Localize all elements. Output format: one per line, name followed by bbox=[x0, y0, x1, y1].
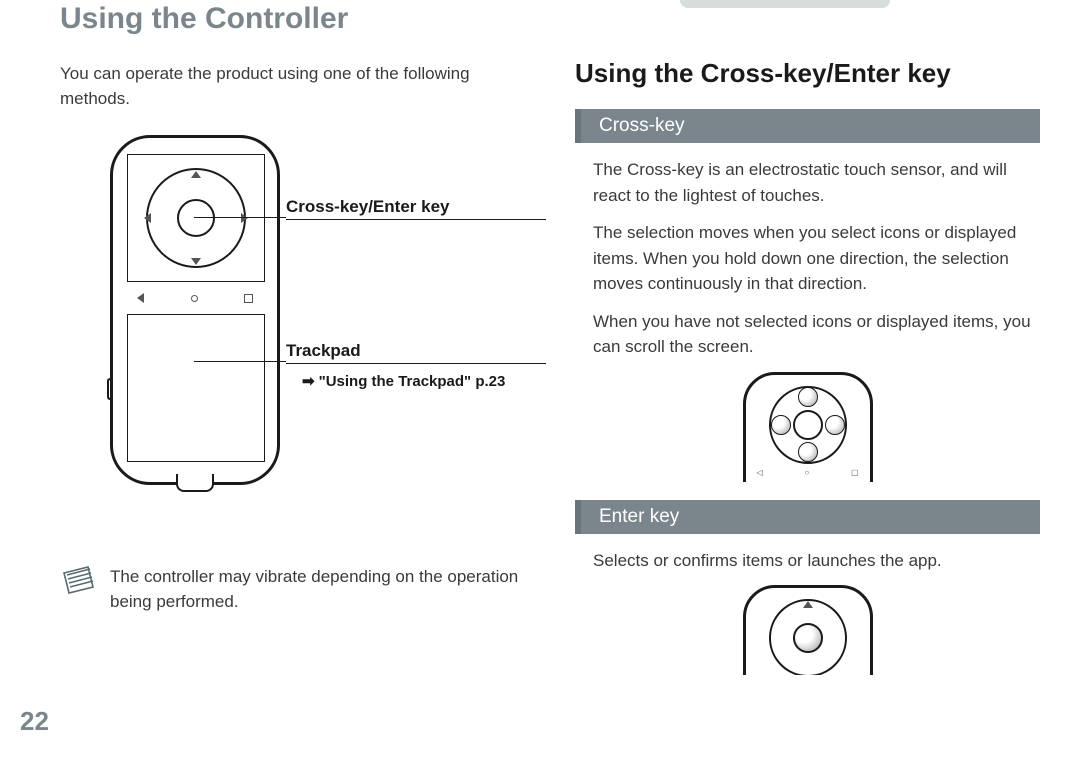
callout-crosskey-leader bbox=[194, 217, 286, 218]
crosskey-mini-illustration: ◁ ○ ▢ bbox=[743, 372, 873, 482]
callout-trackpad-leader bbox=[194, 361, 286, 362]
enterkey-body: Selects or confirms items or launches th… bbox=[575, 548, 1040, 574]
section-title: Using the Cross-key/Enter key bbox=[575, 58, 1040, 89]
page-content: Using the Controller You can operate the… bbox=[0, 0, 1080, 693]
callout-trackpad-label: Trackpad bbox=[286, 341, 546, 364]
callout-crosskey: Cross-key/Enter key bbox=[286, 197, 546, 220]
mini2-enter-button-highlight bbox=[793, 623, 823, 653]
enter-button-icon bbox=[177, 199, 215, 237]
note-icon bbox=[60, 565, 98, 597]
callout-crosskey-label: Cross-key/Enter key bbox=[286, 197, 546, 220]
dpad-down-icon bbox=[191, 258, 201, 265]
left-column: Using the Controller You can operate the… bbox=[60, 0, 525, 693]
mini-dpad-right-highlight bbox=[825, 415, 845, 435]
enterkey-p1: Selects or confirms items or launches th… bbox=[593, 548, 1036, 574]
crosskey-body: The Cross-key is an electrostatic touch … bbox=[575, 157, 1040, 360]
trackpad-highlight-box bbox=[127, 314, 265, 462]
mini-dpad-left-highlight bbox=[771, 415, 791, 435]
controller-outline bbox=[110, 135, 280, 485]
mini-dpad-up-highlight bbox=[798, 387, 818, 407]
crosskey-heading-bar: Cross-key bbox=[575, 109, 1040, 143]
mini-home-icon: ○ bbox=[804, 468, 809, 477]
right-column: Using the Cross-key/Enter key Cross-key … bbox=[575, 0, 1040, 693]
crosskey-highlight-box bbox=[127, 154, 265, 282]
enterkey-heading-bar: Enter key bbox=[575, 500, 1040, 534]
mini-mid-buttons: ◁ ○ ▢ bbox=[757, 468, 859, 477]
dpad-up-icon bbox=[191, 171, 201, 178]
mini-back-icon: ◁ bbox=[757, 468, 763, 477]
callout-trackpad-ref: ➡"Using the Trackpad" p.23 bbox=[286, 372, 546, 390]
crosskey-p1: The Cross-key is an electrostatic touch … bbox=[593, 157, 1036, 208]
note-text: The controller may vibrate depending on … bbox=[110, 565, 525, 614]
mini2-dpad-up-icon bbox=[803, 601, 813, 608]
callout-trackpad: Trackpad ➡"Using the Trackpad" p.23 bbox=[286, 341, 546, 390]
mini-menu-icon: ▢ bbox=[851, 468, 859, 477]
dpad-right-icon bbox=[241, 213, 248, 223]
crosskey-p3: When you have not selected icons or disp… bbox=[593, 309, 1036, 360]
back-button-icon bbox=[137, 293, 144, 303]
controller-mid-buttons bbox=[125, 288, 265, 308]
dpad-left-icon bbox=[144, 213, 151, 223]
page-title: Using the Controller bbox=[60, 2, 525, 36]
crosskey-p2: The selection moves when you select icon… bbox=[593, 220, 1036, 297]
intro-text: You can operate the product using one of… bbox=[60, 62, 525, 111]
enterkey-mini-illustration bbox=[743, 585, 873, 675]
page-tab-stub bbox=[680, 0, 890, 8]
mini-enter-button-icon bbox=[793, 410, 823, 440]
page-number: 22 bbox=[20, 706, 49, 737]
home-button-icon bbox=[191, 295, 198, 302]
reference-arrow-icon: ➡ bbox=[302, 373, 315, 390]
mini-dpad-down-highlight bbox=[798, 442, 818, 462]
controller-side-button-icon bbox=[107, 378, 113, 400]
callout-trackpad-ref-text: "Using the Trackpad" p.23 bbox=[319, 373, 506, 390]
note-block: The controller may vibrate depending on … bbox=[60, 565, 525, 614]
menu-button-icon bbox=[244, 294, 253, 303]
controller-diagram: Cross-key/Enter key Trackpad ➡"Using the… bbox=[60, 135, 525, 505]
